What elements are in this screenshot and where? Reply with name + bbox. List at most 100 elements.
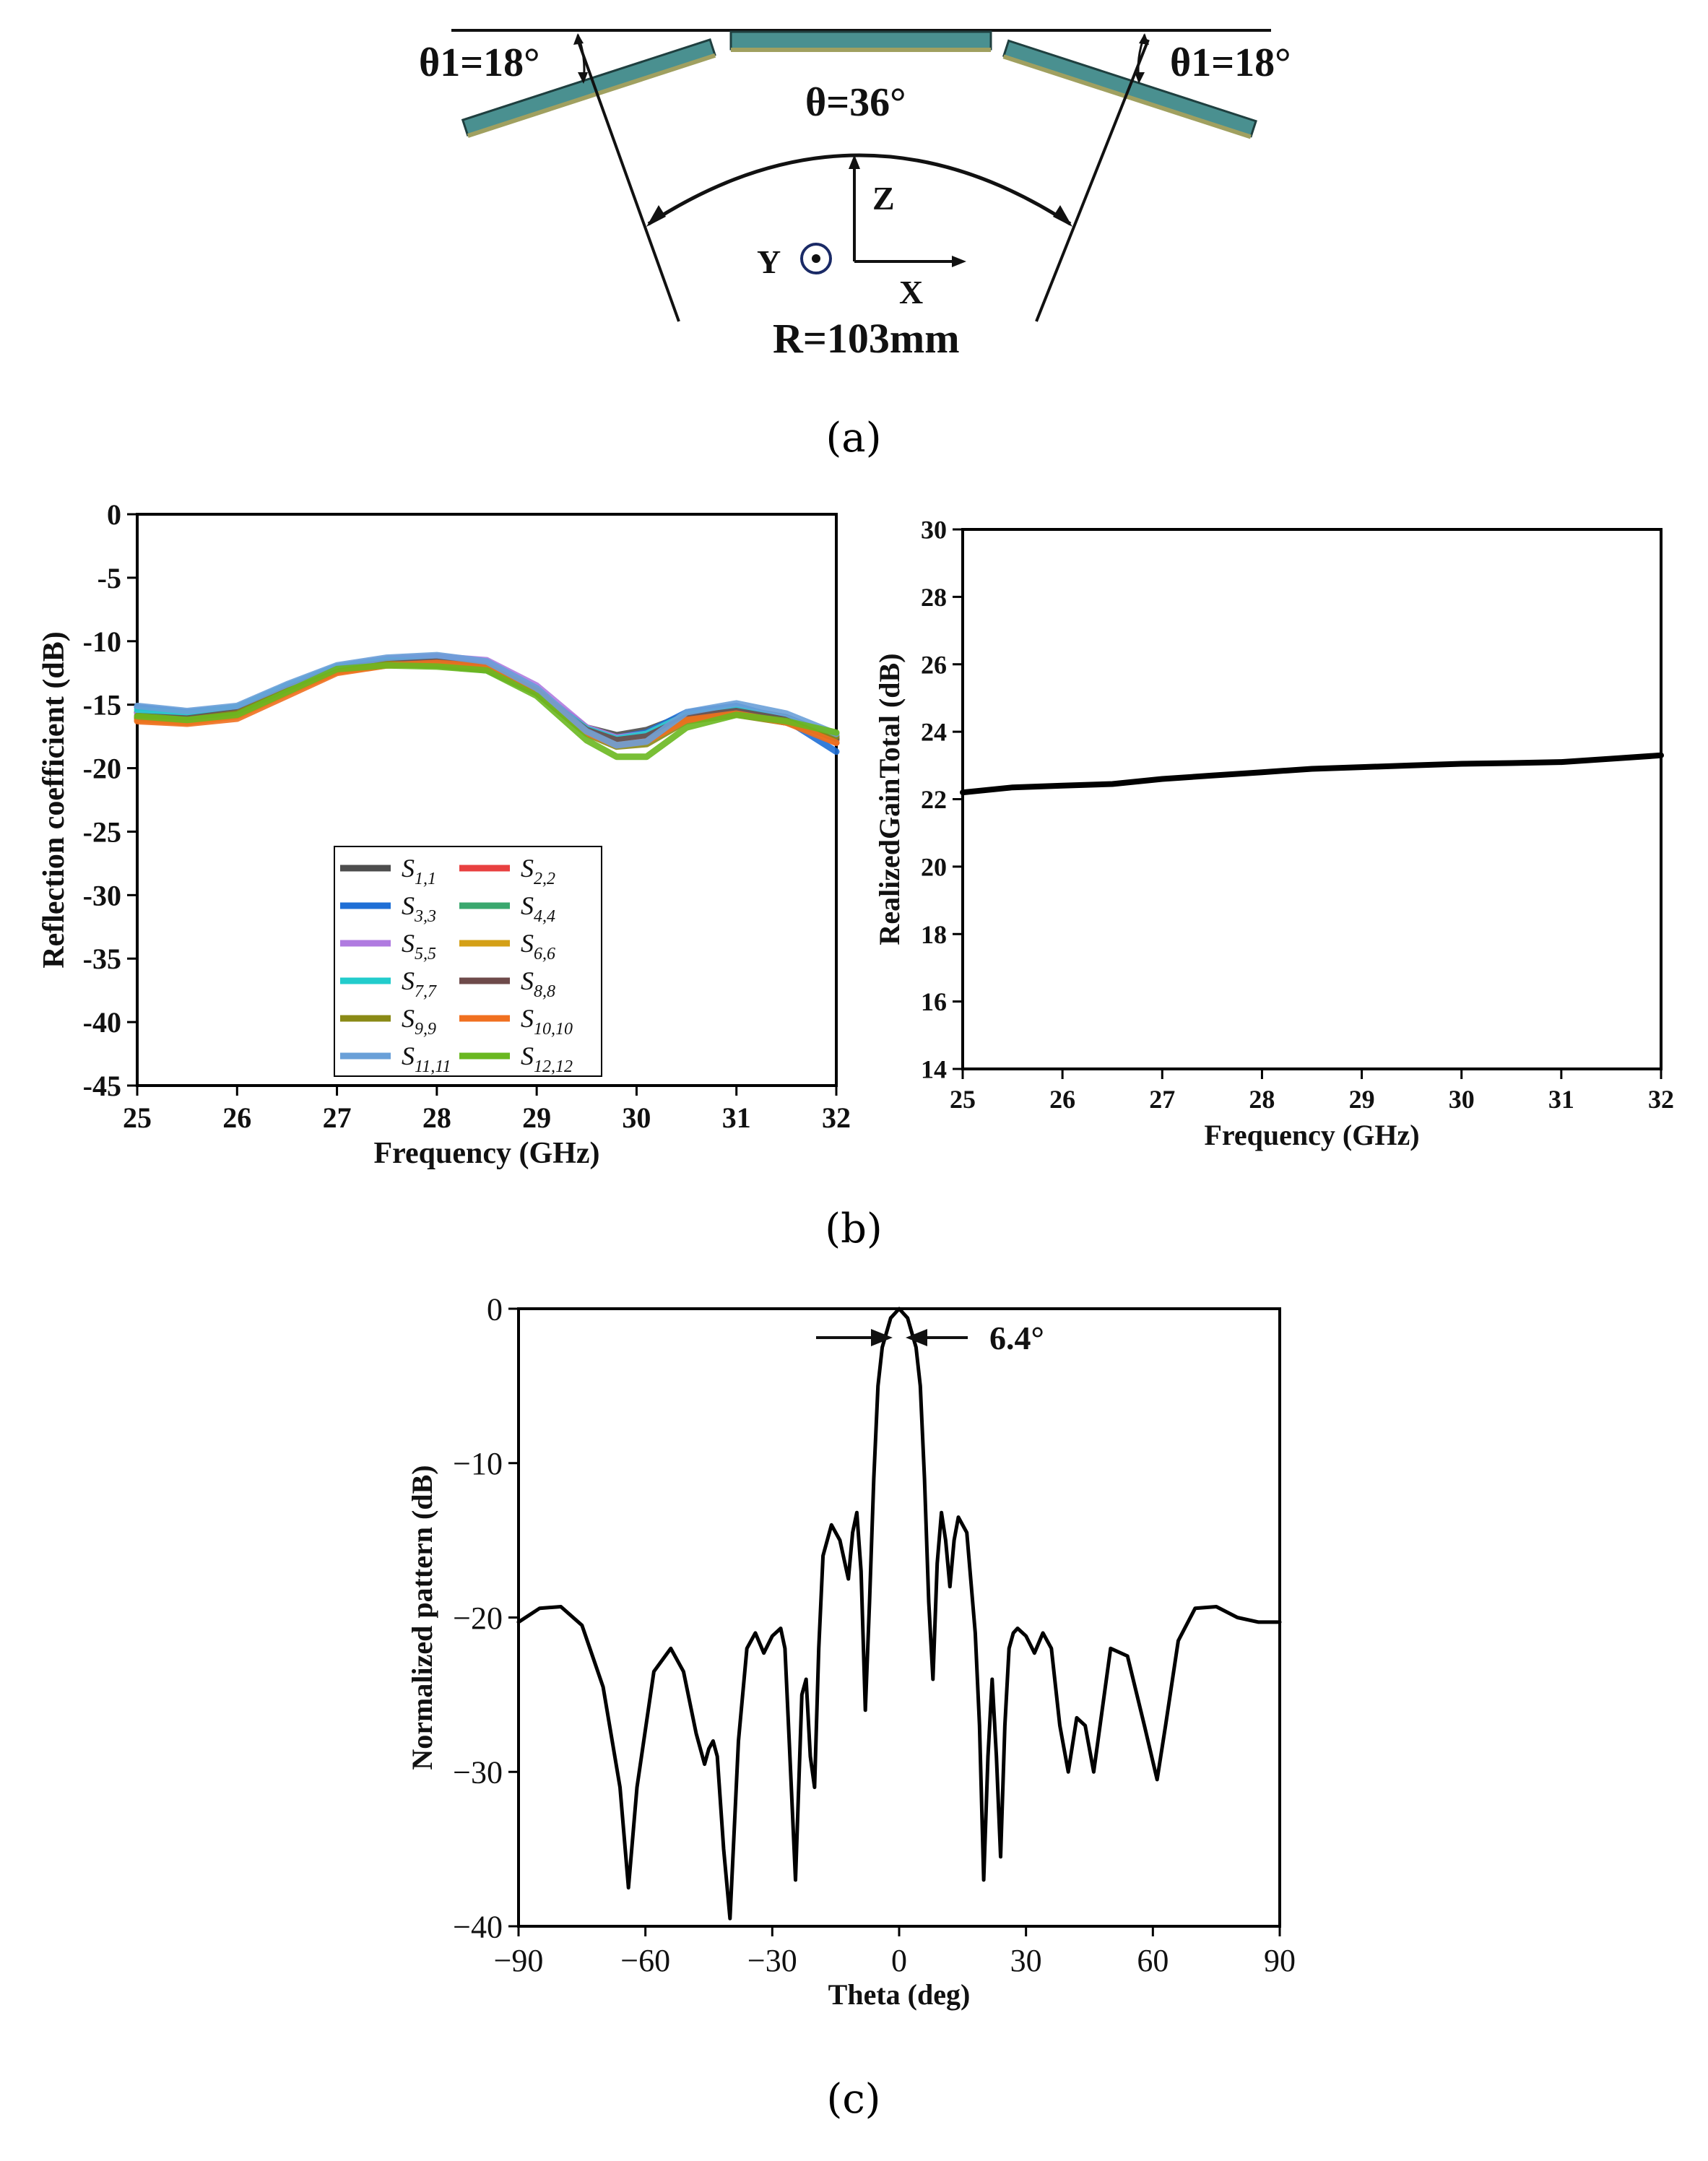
- x-tick-label: 28: [1249, 1085, 1275, 1114]
- y-tick-label: 18: [921, 920, 947, 949]
- y-axis-label: Reflection coefficient (dB): [38, 631, 71, 969]
- y-axis-label: RealizedGainTotal (dB): [873, 653, 906, 945]
- legend-box: [334, 846, 602, 1077]
- legend-entry-subscript: 1,1: [415, 870, 436, 888]
- radius-line-left: [576, 39, 680, 322]
- y-tick-label: 0: [107, 498, 121, 531]
- x-tick-label: 28: [422, 1101, 451, 1134]
- legend-entry-base: S: [521, 854, 534, 883]
- x-tick-label: −60: [620, 1943, 670, 1978]
- legend-entry-base: S: [521, 891, 534, 920]
- legend-entry-subscript: 11,11: [415, 1057, 451, 1076]
- beamwidth-arrow-right-head: [906, 1329, 927, 1346]
- x-tick-label: 30: [1010, 1943, 1042, 1978]
- z-axis-arrow: [849, 155, 860, 169]
- x-tick-label: −90: [494, 1943, 544, 1978]
- legend-entry-base: S: [402, 966, 415, 995]
- x-tick-label: 31: [722, 1101, 751, 1134]
- y-axis-label: Normalized pattern (dB): [406, 1465, 438, 1770]
- x-tick-label: 27: [323, 1101, 352, 1134]
- y-tick-label: -40: [83, 1006, 121, 1039]
- y-tick-label: 0: [487, 1291, 503, 1327]
- y-tick-label: 14: [921, 1055, 947, 1084]
- x-tick-label: 26: [222, 1101, 251, 1134]
- x-tick-label: 26: [1049, 1085, 1075, 1114]
- series-line-11-11: [134, 651, 840, 749]
- beamwidth-arrow-left-head: [871, 1329, 893, 1346]
- x-tick-label: 31: [1548, 1085, 1574, 1114]
- y-tick-label: -35: [83, 943, 121, 975]
- legend-entry-base: S: [521, 1004, 534, 1033]
- arc-angle-label: θ=36°: [805, 80, 906, 125]
- series-line-pattern: [516, 1307, 1282, 1920]
- legend-entry: S2,2: [521, 854, 555, 888]
- legend-entry-subscript: 6,6: [534, 945, 555, 963]
- y-tick-label: -5: [97, 562, 121, 594]
- y-tick-label: −20: [453, 1601, 503, 1636]
- legend: S1,1 S2,2S3,3 S4,4S5,5 S6,6S7,7 S8,8S9,9 S10,…: [334, 846, 602, 1077]
- x-tick-label: 25: [123, 1101, 152, 1134]
- tilt-label-right: θ1=18°: [1170, 40, 1291, 85]
- legend-entry-subscript: 2,2: [534, 870, 555, 888]
- legend-entry: S3,3: [402, 891, 436, 926]
- x-axis-label: Frequency (GHz): [374, 1137, 600, 1170]
- legend-entry-base: S: [402, 891, 415, 920]
- legend-entry-subscript: 7,7: [415, 982, 437, 1001]
- y-tick-label: 22: [921, 785, 947, 814]
- axis-label-z: Z: [872, 180, 895, 217]
- legend-entry-base: S: [521, 929, 534, 958]
- y-tick-label: 26: [921, 650, 947, 679]
- x-axis-arrow: [952, 256, 966, 267]
- x-axis-label: Frequency (GHz): [1204, 1119, 1419, 1151]
- array-panel-left: [461, 38, 716, 138]
- x-tick-label: 60: [1137, 1943, 1169, 1978]
- sector-arc-arrow-left: [646, 205, 666, 227]
- legend-entry: S10,10: [521, 1004, 573, 1039]
- legend-entry: S4,4: [521, 891, 555, 926]
- legend-entry: S7,7: [402, 966, 437, 1001]
- y-tick-label: -10: [83, 625, 121, 658]
- legend-entry: S6,6: [521, 929, 555, 963]
- y-tick-label: -45: [83, 1070, 121, 1102]
- legend-entry-subscript: 10,10: [534, 1020, 573, 1039]
- legend-entry: S5,5: [402, 929, 436, 963]
- tilt-arrow-right-bottom: [1135, 72, 1145, 84]
- legend-entry: S9,9: [402, 1004, 436, 1039]
- sector-arc: [647, 153, 1072, 226]
- tilt-arrow-right-top: [1139, 33, 1149, 45]
- legend-entry-subscript: 8,8: [534, 982, 555, 1001]
- y-tick-label: -20: [83, 753, 121, 785]
- caption-c: (c): [826, 2076, 880, 2123]
- x-tick-label: 29: [1349, 1085, 1375, 1114]
- legend-entry-subscript: 5,5: [415, 945, 436, 963]
- y-tick-label: −10: [453, 1446, 503, 1481]
- legend-entry-subscript: 4,4: [534, 907, 555, 926]
- legend-entry-base: S: [402, 929, 415, 958]
- y-tick-label: 24: [921, 718, 947, 747]
- x-tick-label: 29: [522, 1101, 551, 1134]
- x-tick-label: 30: [1449, 1085, 1475, 1114]
- y-tick-label: 30: [921, 516, 947, 545]
- y-tick-label: -25: [83, 815, 121, 848]
- y-tick-label: −30: [453, 1755, 503, 1790]
- axis-label-x: X: [899, 274, 923, 311]
- y-tick-label: -30: [83, 879, 121, 911]
- legend-entry: S12,12: [521, 1041, 573, 1076]
- x-axis-label: Theta (deg): [828, 1978, 971, 2011]
- x-tick-label: 90: [1264, 1943, 1296, 1978]
- plot-frame: [961, 528, 1663, 1070]
- legend-entry-base: S: [521, 966, 534, 995]
- legend-entry-base: S: [402, 1004, 415, 1033]
- x-tick-label: 25: [950, 1085, 976, 1114]
- y-axis-out-of-page-icon: [800, 243, 832, 274]
- legend-entry-base: S: [521, 1041, 534, 1070]
- pattern-chart: −90 −60 −30 0 30 60 90 0 −10 −20 −30 −40 Theta (deg)…: [406, 1291, 1296, 2011]
- y-axis-dot: [812, 254, 820, 263]
- legend-entry-subscript: 9,9: [415, 1020, 436, 1039]
- beamwidth-annotation: 6.4°: [816, 1320, 1044, 1356]
- legend-entry-base: S: [402, 854, 415, 883]
- x-tick-label: 30: [622, 1101, 651, 1134]
- axis-label-y: Y: [757, 243, 781, 280]
- legend-entry-base: S: [402, 1041, 415, 1070]
- y-tick-label: -15: [83, 689, 121, 722]
